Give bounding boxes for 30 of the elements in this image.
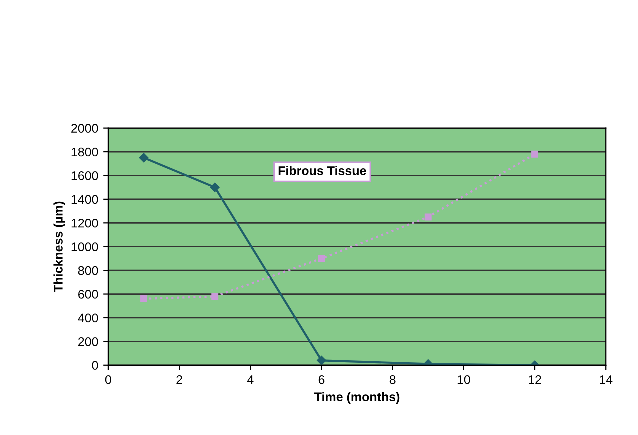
point bbox=[424, 214, 432, 221]
y-tick-label: 2000 bbox=[72, 124, 98, 133]
y-tick-label: 1400 bbox=[72, 195, 98, 204]
x-tick-label: 10 bbox=[458, 375, 470, 384]
y-tick-label: 1200 bbox=[72, 218, 98, 228]
y-tick-label: 800 bbox=[78, 266, 98, 276]
point bbox=[317, 356, 326, 366]
x-axis-title: Time (months) bbox=[314, 392, 400, 404]
point bbox=[318, 255, 326, 262]
point bbox=[140, 296, 148, 302]
y-tick-label: 600 bbox=[78, 290, 98, 299]
x-tick-label: 12 bbox=[529, 375, 542, 384]
x-tick-label: 2 bbox=[176, 375, 182, 384]
x-tick-label: 8 bbox=[390, 375, 396, 384]
y-tick-label: 1600 bbox=[72, 172, 98, 180]
y-axis-title: Thickness (µm) bbox=[54, 202, 66, 292]
point bbox=[139, 153, 149, 163]
point bbox=[212, 293, 219, 300]
x-tick-label: 6 bbox=[318, 375, 325, 384]
x-tick-label: 14 bbox=[600, 376, 613, 384]
point bbox=[210, 182, 220, 192]
point bbox=[532, 150, 538, 158]
x-tick-label: 0 bbox=[105, 375, 112, 384]
y-tick-label: 1800 bbox=[72, 148, 98, 157]
x-tick-label: 4 bbox=[247, 376, 254, 384]
y-tick-label: 200 bbox=[78, 337, 98, 346]
text: Fibrous Tissue bbox=[278, 166, 366, 176]
y-tick-label: 400 bbox=[78, 314, 98, 323]
y-tick-label: 0 bbox=[92, 361, 98, 370]
y-tick-label: 1000 bbox=[72, 242, 98, 252]
